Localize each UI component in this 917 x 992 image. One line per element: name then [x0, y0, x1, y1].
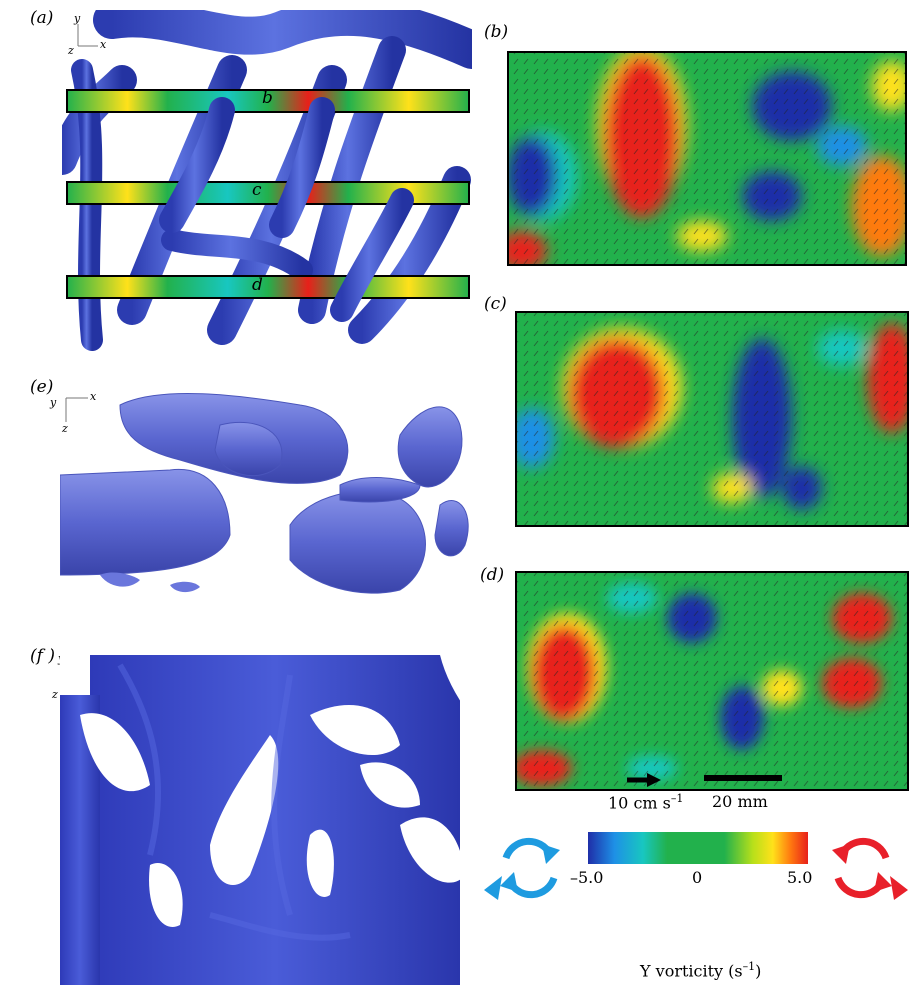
vorticity-colorbar — [588, 832, 808, 864]
velocity-scale-label: 10 cm s–1 — [608, 792, 684, 813]
colorbar-min-label: –5.0 — [570, 868, 604, 887]
panel-f-isosurface — [60, 655, 470, 985]
axis-z-label: z — [68, 44, 74, 57]
axis-z-label: z — [62, 422, 68, 435]
panel-d-label: (d) — [480, 565, 505, 585]
panel-e-isosurface — [60, 392, 469, 594]
panel-c-vorticity-field — [515, 311, 909, 527]
panel-f-label: (f ) — [30, 646, 55, 666]
panel-a-isosurface — [62, 10, 472, 351]
panel-b-label: (b) — [484, 22, 509, 42]
panel-a-label: (a) — [30, 8, 54, 28]
slice-d — [66, 275, 470, 299]
plane-c-label: c — [252, 180, 262, 200]
slice-c — [66, 181, 470, 205]
length-scale-label: 20 mm — [712, 792, 768, 811]
axes-triad-icon — [65, 397, 88, 422]
panel-c-label: (c) — [484, 294, 507, 314]
length-scale-bar — [704, 775, 782, 781]
velocity-scale-arrow-icon — [627, 773, 661, 787]
panel-e-axes: x y z — [50, 390, 100, 438]
panel-e-label: (e) — [30, 377, 54, 397]
panel-b-vorticity-field — [507, 51, 907, 266]
colorbar-title: Y vorticity (s–1) — [640, 960, 762, 981]
colorbar-mid-label: 0 — [692, 868, 703, 887]
ccw-rotation-arrow-icon — [484, 837, 560, 900]
colorbar-max-label: 5.0 — [787, 868, 813, 887]
plane-d-label: d — [252, 275, 263, 295]
panel-d-vorticity-field — [515, 571, 909, 791]
cw-rotation-arrow-icon — [832, 837, 908, 900]
plane-b-label: b — [262, 88, 273, 108]
axis-x-label: x — [100, 38, 107, 51]
slice-b — [66, 89, 470, 113]
axis-x-label: x — [90, 390, 97, 403]
axis-y-label: y — [50, 396, 57, 409]
axis-y-label: y — [74, 12, 81, 25]
axis-z-label: z — [52, 688, 58, 701]
